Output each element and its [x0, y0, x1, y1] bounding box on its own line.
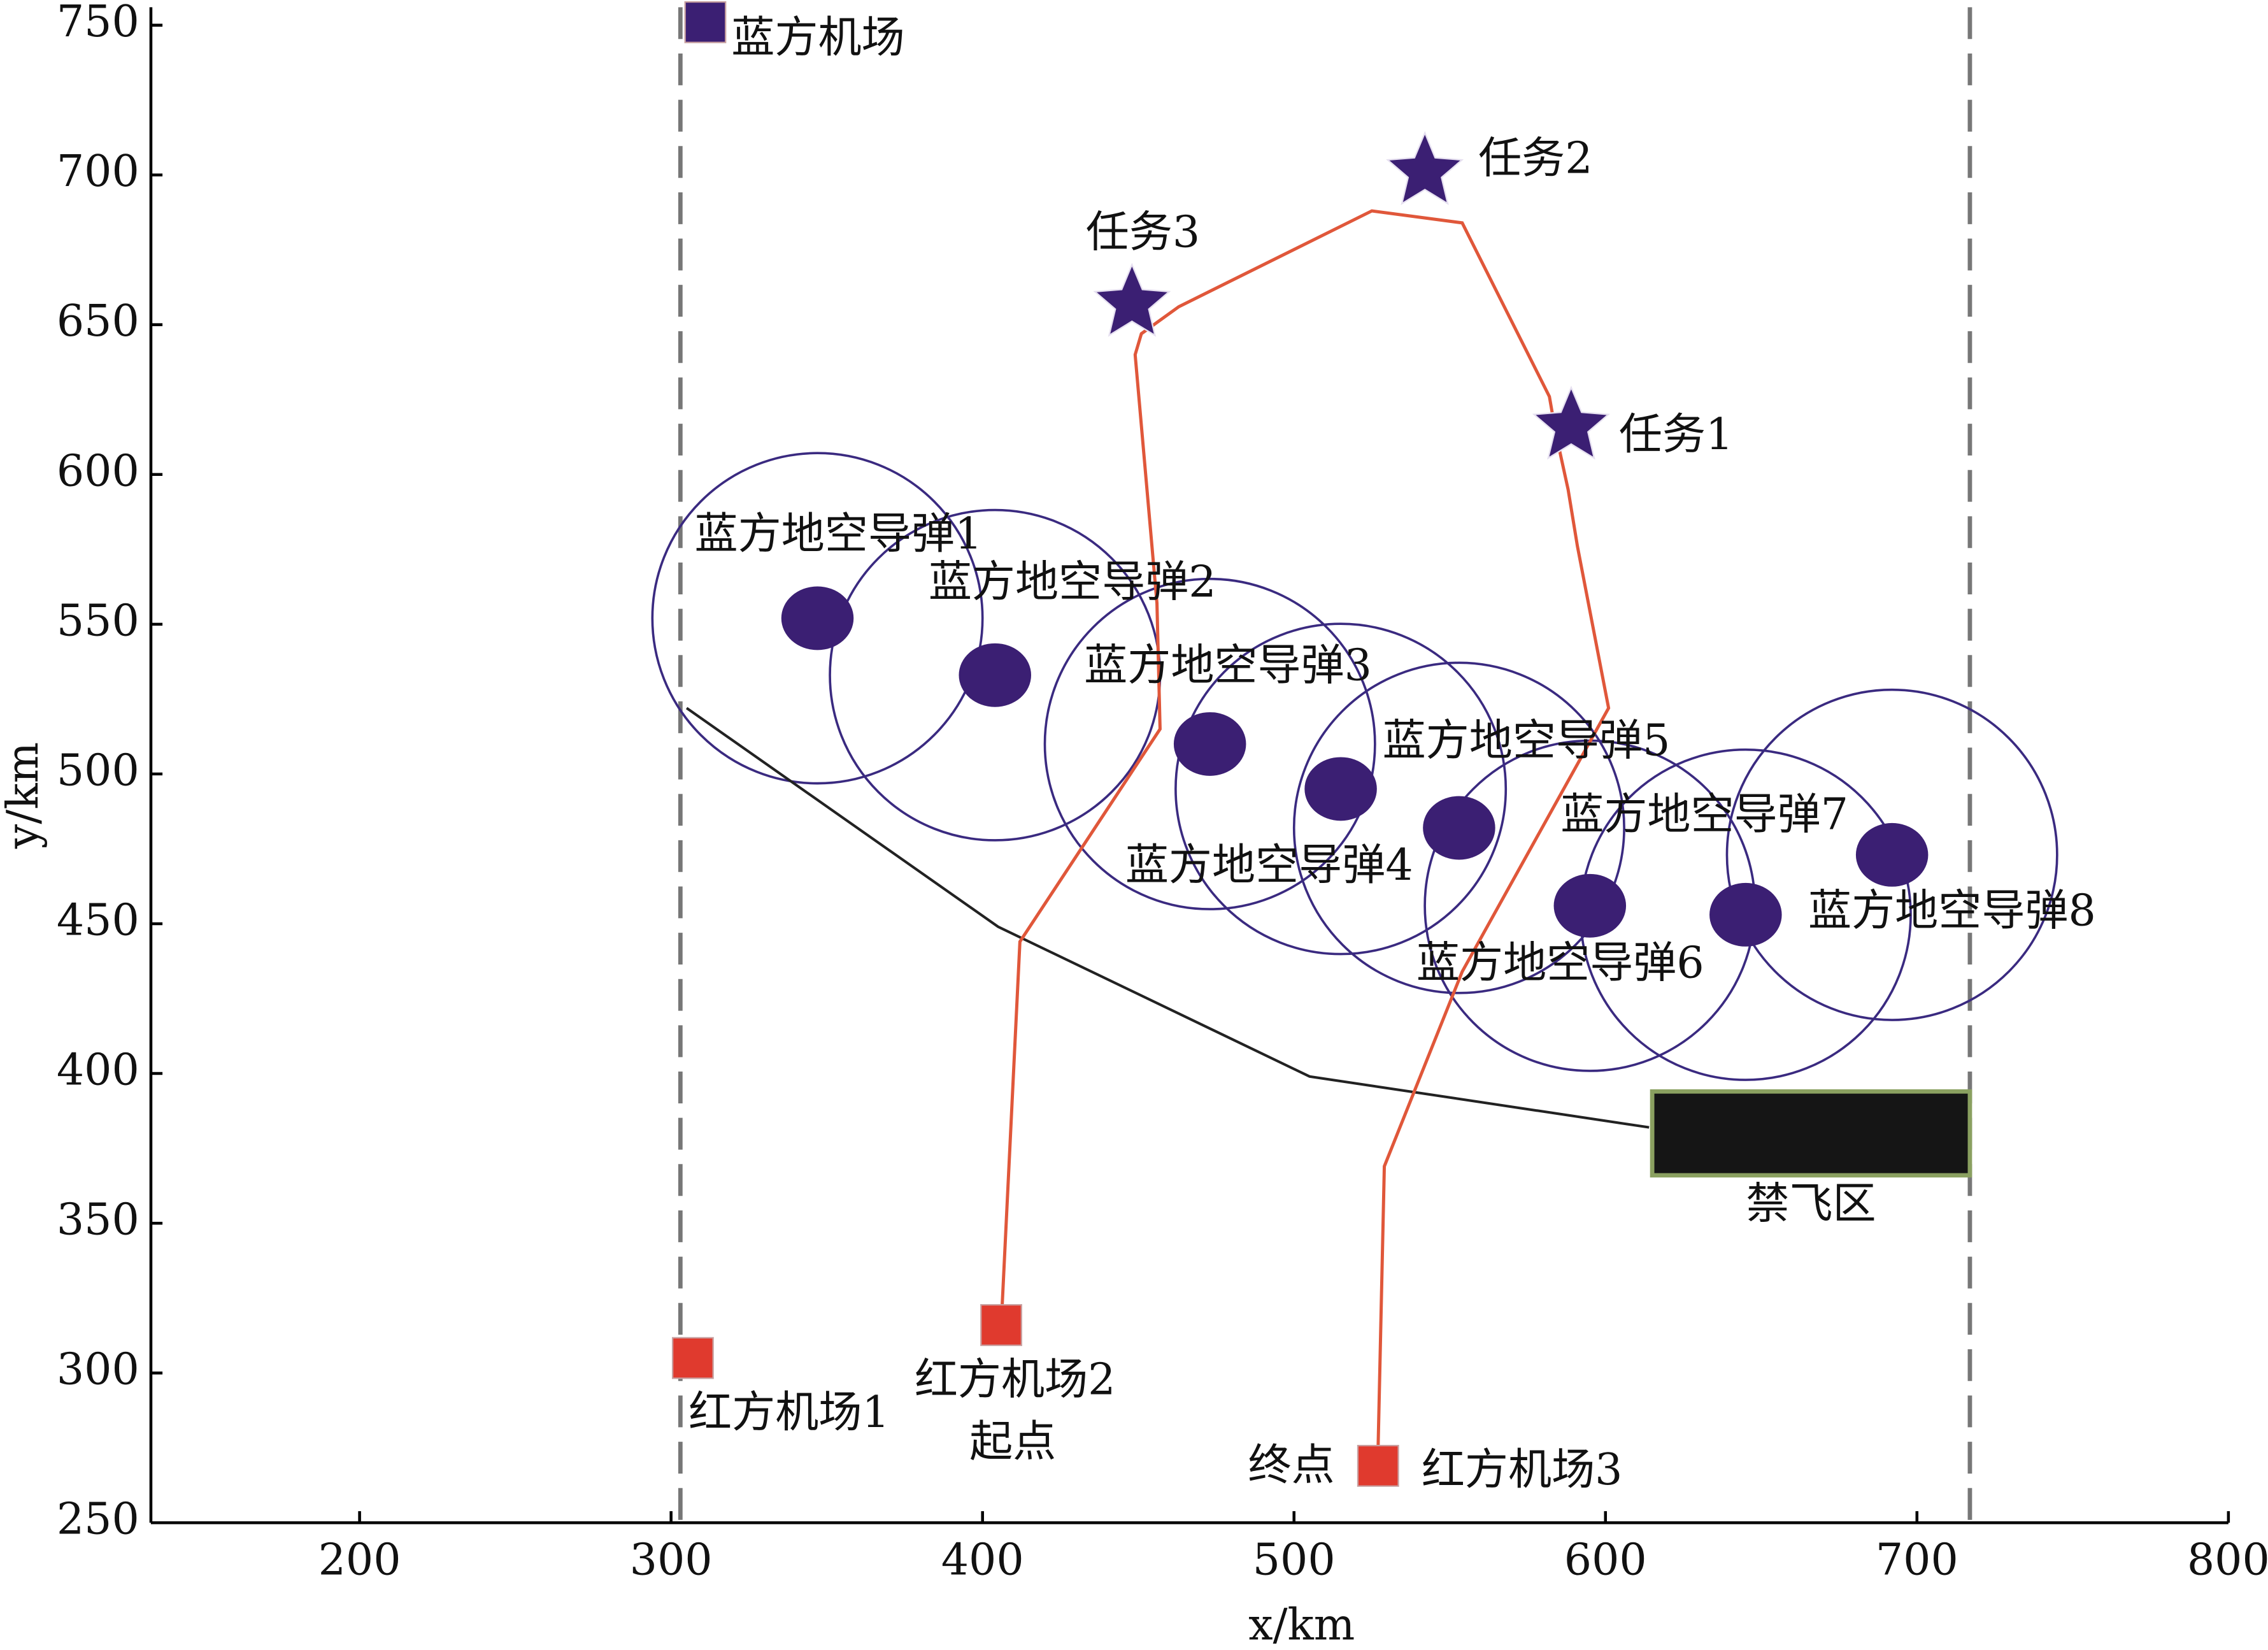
no-fly-zone	[1650, 1089, 1972, 1178]
y-tick-label: 550	[57, 596, 139, 646]
y-tick-label: 600	[57, 446, 139, 496]
marker-label: 红方机场1	[688, 1388, 890, 1438]
marker-label: 任务2	[1478, 134, 1592, 184]
route-line	[999, 209, 1611, 1448]
airfield-marker	[684, 1, 727, 43]
missile-label: 蓝方地空导弹7	[1560, 789, 1848, 840]
x-tick-label: 500	[1253, 1535, 1336, 1585]
missile-site	[1423, 796, 1495, 860]
marker-label: 任务1	[1619, 410, 1733, 460]
missile-site	[1173, 712, 1246, 776]
marker-label: 红方机场3	[1422, 1445, 1623, 1495]
x-tick-label: 600	[1564, 1535, 1647, 1585]
missile-site	[781, 586, 854, 650]
threat-circle	[1174, 622, 1508, 956]
missile-label: 蓝方地空导弹8	[1808, 886, 2096, 936]
missile-label: 蓝方地空导弹2	[929, 557, 1216, 608]
y-tick-label: 750	[57, 0, 139, 47]
missile-label: 蓝方地空导弹4	[1125, 840, 1413, 891]
marker-note: 终点	[1248, 1440, 1334, 1491]
x-tick-label: 700	[1876, 1535, 1958, 1585]
x-tick-label: 300	[630, 1535, 713, 1585]
task-marker	[1386, 131, 1464, 206]
task-marker	[1532, 385, 1611, 460]
threat-circle	[1292, 661, 1625, 994]
y-tick-label: 650	[57, 296, 139, 347]
threat-circle	[1043, 577, 1376, 910]
threat-circle	[1725, 688, 2058, 1021]
missile-site	[1709, 882, 1782, 947]
missile-label: 蓝方地空导弹5	[1383, 715, 1671, 766]
y-tick-label: 250	[57, 1495, 139, 1545]
threat-line	[685, 707, 1650, 1129]
task-marker	[1093, 262, 1171, 337]
missile-label: 蓝方地空导弹3	[1084, 640, 1372, 691]
missile-site	[959, 643, 1031, 707]
airfield-marker	[671, 1337, 714, 1379]
y-tick-label: 500	[57, 745, 139, 796]
missile-site	[1855, 822, 1929, 887]
missile-label: 蓝方地空导弹1	[695, 509, 983, 559]
y-axis-label: y/km	[0, 742, 48, 849]
y-tick-label: 700	[57, 147, 139, 197]
x-tick-label: 200	[318, 1535, 401, 1585]
x-tick-label: 400	[941, 1535, 1024, 1585]
marker-label: 蓝方机场	[731, 13, 904, 63]
missile-label: 蓝方地空导弹6	[1416, 938, 1704, 989]
marker-label: 红方机场2	[915, 1354, 1116, 1405]
y-tick-label: 350	[57, 1195, 139, 1245]
airfield-marker	[1357, 1445, 1399, 1487]
marker-label: 任务3	[1086, 208, 1200, 258]
no-fly-label: 禁飞区	[1746, 1179, 1876, 1229]
y-tick-label: 400	[57, 1045, 139, 1096]
x-tick-label: 800	[2187, 1535, 2268, 1585]
x-axis-label: x/km	[1248, 1600, 1355, 1650]
missile-site	[1553, 873, 1627, 938]
marker-note: 起点	[969, 1417, 1056, 1467]
missile-site	[1304, 757, 1377, 821]
y-tick-label: 450	[57, 895, 139, 945]
threat-circle	[651, 452, 984, 785]
airfield-marker	[980, 1304, 1022, 1346]
y-tick-label: 300	[57, 1345, 139, 1395]
